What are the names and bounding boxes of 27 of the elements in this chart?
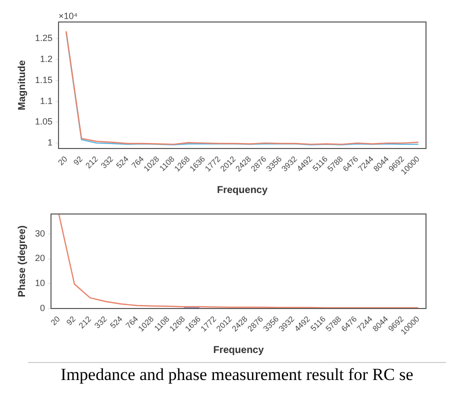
y-tick-label: 1 [48, 138, 53, 148]
x-tick-label: 92 [72, 154, 85, 168]
x-tick-label: 764 [124, 314, 140, 330]
x-tick-label: 20 [56, 154, 70, 168]
y-axis-title: Phase (degree) [16, 225, 28, 298]
y-tick-label: 10 [34, 278, 46, 288]
y-axis-title: Magnitude [16, 60, 28, 110]
y-tick-label: 1.2 [40, 54, 53, 64]
x-tick-label: 524 [108, 314, 125, 330]
x-axis-title: Frequency [213, 344, 264, 356]
x-tick-label: 332 [99, 154, 116, 170]
text: ×10⁴ [58, 11, 78, 21]
y-tick-label: 1.05 [34, 116, 53, 127]
x-tick-label: 20 [49, 314, 62, 328]
y-tick-label: 0 [40, 302, 46, 313]
text: Impedance and phase measurement result for RC se [28, 362, 446, 385]
x-axis-title: Frequency [216, 184, 268, 196]
x-tick-label: 212 [84, 154, 100, 170]
x-tick-label: 212 [77, 314, 94, 330]
x-tick-label: 92 [64, 314, 78, 328]
y-tick-label: 1.1 [40, 96, 53, 106]
x-tick-label: 524 [114, 154, 131, 170]
y-tick-label: 1.15 [34, 74, 53, 85]
y-tick-label: 20 [34, 253, 46, 264]
y-tick-label: 1.25 [34, 33, 53, 44]
y-tick-label: 30 [34, 228, 46, 238]
x-tick-label: 332 [92, 314, 110, 330]
